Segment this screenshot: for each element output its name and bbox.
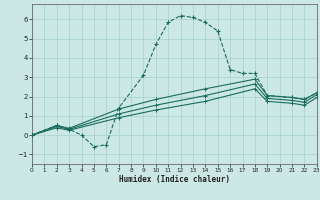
X-axis label: Humidex (Indice chaleur): Humidex (Indice chaleur) [119,175,230,184]
